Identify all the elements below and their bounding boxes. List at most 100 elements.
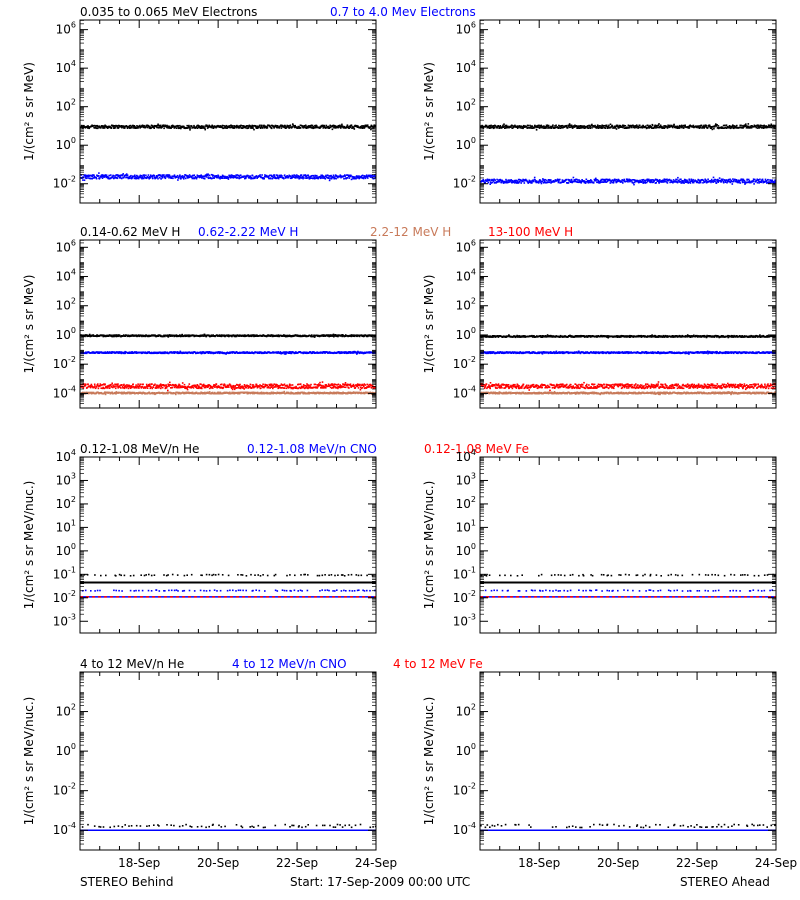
data-point [122, 392, 124, 395]
data-point [296, 174, 298, 176]
data-point [584, 182, 587, 184]
data-point [644, 125, 647, 127]
data-point [623, 125, 625, 127]
data-point [163, 174, 165, 176]
data-point [134, 175, 136, 178]
y-tick-label: 106 [56, 21, 76, 37]
data-point [114, 334, 116, 336]
data-point [646, 178, 649, 181]
data-point [107, 127, 109, 129]
data-point [194, 351, 197, 354]
data-point [735, 179, 738, 181]
data-point [612, 179, 614, 181]
data-point [200, 127, 203, 129]
data-point [710, 127, 713, 129]
data-point [501, 179, 503, 182]
data-point [339, 352, 342, 354]
data-point [87, 126, 90, 128]
data-point [758, 180, 760, 183]
data-point [251, 124, 254, 127]
data-point [87, 127, 89, 129]
data-point [283, 177, 285, 180]
series-2-points [80, 390, 376, 396]
data-point [93, 176, 96, 178]
data-point [319, 127, 321, 129]
data-point [138, 176, 141, 179]
data-point [131, 126, 133, 129]
data-point [701, 127, 703, 129]
data-point [589, 125, 592, 128]
data-point [677, 176, 679, 179]
data-point [360, 392, 362, 395]
data-point [710, 178, 713, 181]
data-point [103, 127, 106, 129]
data-point [222, 175, 225, 178]
data-point [339, 174, 342, 176]
data-point [747, 127, 749, 129]
y-tick-label: 102 [456, 98, 476, 114]
data-point [113, 177, 116, 179]
data-point [346, 177, 349, 179]
data-point [711, 128, 714, 131]
data-point [133, 177, 136, 180]
data-point [332, 174, 335, 177]
data-point [325, 127, 327, 129]
data-point [141, 177, 144, 179]
data-point [123, 125, 125, 127]
data-point [561, 124, 564, 127]
data-point [92, 334, 95, 336]
data-point [177, 125, 180, 127]
data-point [146, 176, 149, 178]
data-point [270, 392, 272, 395]
data-point [341, 335, 344, 338]
data-point [774, 179, 776, 181]
data-point [369, 176, 372, 178]
data-point [496, 178, 498, 181]
data-point [693, 180, 696, 182]
data-point [317, 391, 319, 394]
data-point [259, 126, 262, 129]
data-point [88, 127, 91, 129]
data-point [614, 126, 617, 129]
data-point [568, 180, 570, 182]
data-point [215, 126, 217, 128]
data-point [711, 180, 714, 182]
data-point [183, 176, 186, 178]
data-point [294, 126, 296, 129]
data-point [676, 127, 679, 129]
data-point [285, 353, 287, 355]
data-point [764, 180, 766, 183]
data-point [716, 126, 719, 129]
data-point [322, 335, 325, 337]
data-point [156, 176, 159, 178]
data-point [235, 175, 237, 178]
data-point [592, 182, 595, 184]
data-point [600, 179, 603, 181]
data-point [491, 178, 493, 181]
data-point [745, 127, 748, 129]
data-point [569, 124, 571, 126]
data-point [330, 176, 332, 178]
data-point [755, 179, 758, 182]
data-point [726, 181, 728, 184]
data-point [265, 391, 268, 394]
data-point [234, 126, 237, 128]
data-point [225, 127, 227, 129]
data-point [159, 174, 162, 176]
data-point [114, 175, 116, 177]
data-point [745, 123, 747, 125]
data-point [185, 177, 187, 180]
data-point [152, 126, 155, 129]
data-point [246, 351, 249, 353]
data-point [774, 181, 776, 183]
data-point [529, 127, 531, 129]
data-point [207, 177, 210, 180]
data-point [605, 178, 607, 181]
data-point [527, 181, 530, 183]
data-point [344, 174, 346, 176]
data-point [124, 352, 126, 355]
data-point [548, 126, 550, 129]
data-point [148, 391, 151, 394]
data-point [669, 181, 671, 184]
data-point [108, 126, 111, 129]
